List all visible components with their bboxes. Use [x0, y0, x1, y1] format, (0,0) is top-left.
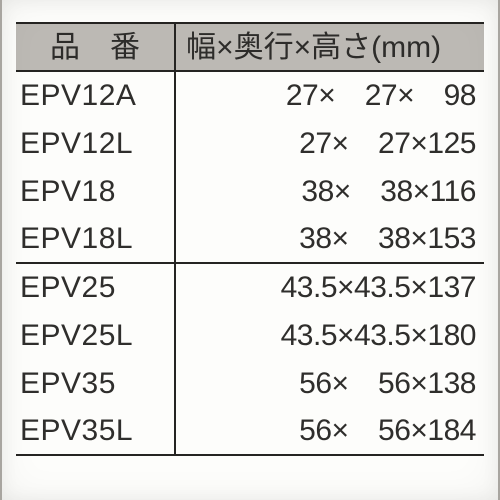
cell-dims: 56× 56×184	[175, 407, 484, 455]
table-row: EPV25 43.5×43.5×137	[16, 263, 484, 311]
cell-code: EPV12A	[16, 71, 175, 119]
col-header-code: 品 番	[16, 23, 175, 71]
table-row: EPV12L 27× 27×125	[16, 119, 484, 167]
cell-dims: 43.5×43.5×137	[175, 263, 484, 311]
cell-dims: 43.5×43.5×180	[175, 311, 484, 359]
cell-dims: 38× 38×116	[175, 167, 484, 215]
cell-code: EPV35L	[16, 407, 175, 455]
cell-dims: 38× 38×153	[175, 215, 484, 263]
cell-code: EPV25L	[16, 311, 175, 359]
cell-code: EPV12L	[16, 119, 175, 167]
col-header-dims: 幅×奥行×高さ(mm)	[175, 23, 484, 71]
table-row: EPV35 56× 56×138	[16, 359, 484, 407]
cell-dims: 56× 56×138	[175, 359, 484, 407]
cell-code: EPV25	[16, 263, 175, 311]
cell-dims: 27× 27×125	[175, 119, 484, 167]
table-header-row: 品 番 幅×奥行×高さ(mm)	[16, 23, 484, 71]
table-body: EPV12A 27× 27× 98 EPV12L 27× 27×125 EPV1…	[16, 71, 484, 455]
table-row: EPV35L 56× 56×184	[16, 407, 484, 455]
cell-code: EPV35	[16, 359, 175, 407]
table-row: EPV12A 27× 27× 98	[16, 71, 484, 119]
table-row: EPV25L 43.5×43.5×180	[16, 311, 484, 359]
cell-code: EPV18	[16, 167, 175, 215]
cell-dims: 27× 27× 98	[175, 71, 484, 119]
spec-table: 品 番 幅×奥行×高さ(mm) EPV12A 27× 27× 98 EPV12L…	[16, 22, 484, 456]
table-row: EPV18L 38× 38×153	[16, 215, 484, 263]
cell-code: EPV18L	[16, 215, 175, 263]
table-row: EPV18 38× 38×116	[16, 167, 484, 215]
